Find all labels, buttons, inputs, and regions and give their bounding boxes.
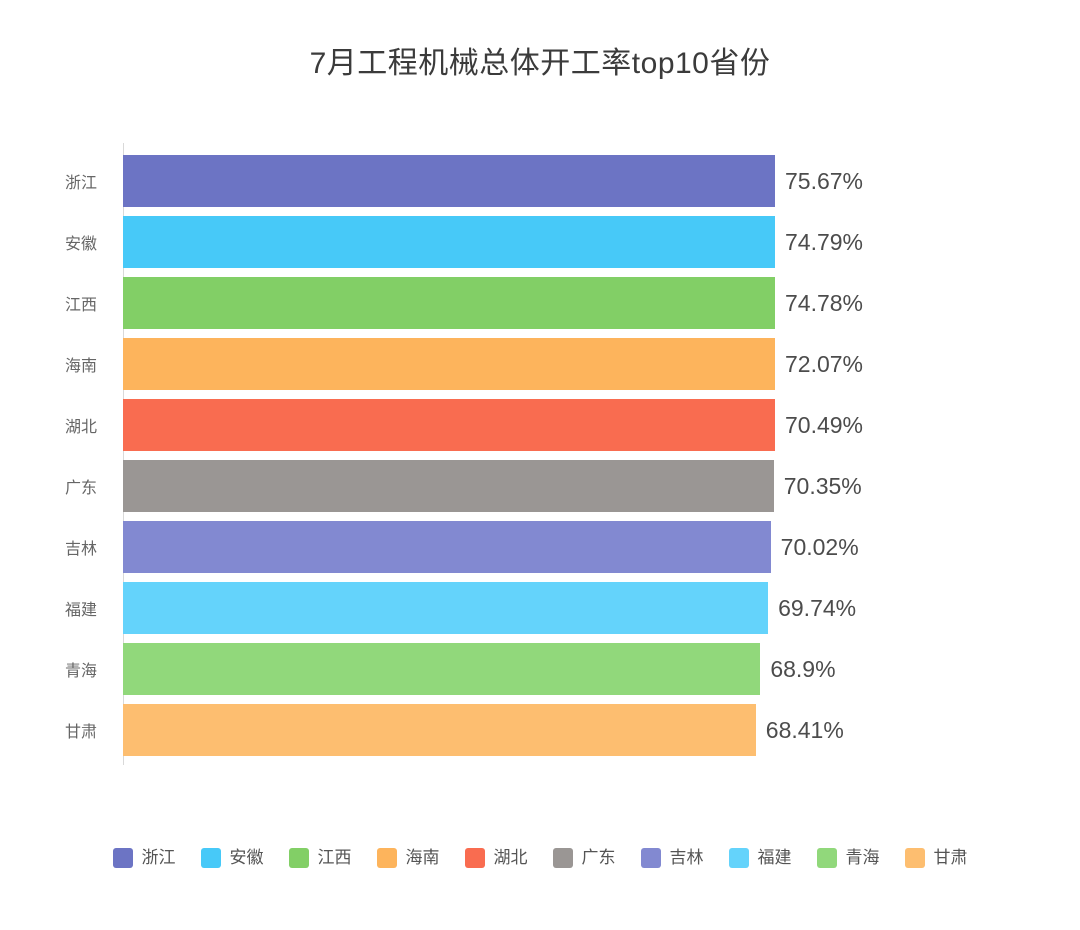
legend-swatch: [288, 848, 309, 868]
bar-track: 70.35%: [123, 460, 863, 512]
legend-item-广东[interactable]: 广东: [552, 848, 616, 868]
bar-row: 福建 69.74%: [0, 582, 1080, 634]
bar-chart-plot-area: 浙江 75.67% 安徽 74.79% 江西 74.78% 海南 72.07% 湖北 70.49%…: [0, 143, 1080, 765]
legend-item-青海[interactable]: 青海: [816, 848, 880, 868]
legend-label: 浙江: [141, 848, 176, 867]
bar-浙江[interactable]: [123, 155, 775, 207]
legend-label: 广东: [581, 848, 616, 867]
legend-label: 吉林: [669, 848, 704, 867]
category-label: 青海: [64, 663, 97, 680]
category-label: 广东: [64, 480, 97, 497]
chart-title: 7月工程机械总体开工率top10省份: [309, 47, 771, 80]
legend-swatch: [464, 848, 485, 868]
category-label: 甘肃: [64, 724, 97, 741]
chart-legend: 浙江 安徽 江西 海南 湖北 广东 吉林 福建 青海 甘肃: [0, 848, 1080, 868]
bar-track: 74.79%: [123, 216, 863, 268]
legend-label: 青海: [845, 848, 880, 867]
bar-track: 68.41%: [123, 704, 863, 756]
category-label: 浙江: [64, 175, 97, 192]
value-label: 74.79%: [784, 228, 863, 255]
bar-row: 青海 68.9%: [0, 643, 1080, 695]
legend-swatch: [112, 848, 133, 868]
legend-swatch: [640, 848, 661, 868]
legend-label: 海南: [405, 848, 440, 867]
bar-track: 72.07%: [123, 338, 863, 390]
legend-label: 江西: [317, 848, 352, 867]
bar-track: 70.49%: [123, 399, 863, 451]
bar-track: 75.67%: [123, 155, 863, 207]
category-label: 吉林: [64, 541, 97, 558]
bar-甘肃[interactable]: [123, 704, 756, 756]
legend-item-浙江[interactable]: 浙江: [112, 848, 176, 868]
bar-track: 70.02%: [123, 521, 863, 573]
category-label: 江西: [64, 297, 97, 314]
bar-安徽[interactable]: [123, 216, 775, 268]
legend-swatch: [816, 848, 837, 868]
value-label: 72.07%: [784, 350, 863, 377]
legend-swatch: [728, 848, 749, 868]
value-label: 68.41%: [765, 716, 844, 743]
category-label: 海南: [64, 358, 97, 375]
bar-row: 海南 72.07%: [0, 338, 1080, 390]
value-label: 68.9%: [770, 655, 836, 682]
bar-青海[interactable]: [123, 643, 761, 695]
value-label: 70.49%: [784, 411, 863, 438]
bar-track: 69.74%: [123, 582, 863, 634]
legend-item-海南[interactable]: 海南: [376, 848, 440, 868]
bar-row: 吉林 70.02%: [0, 521, 1080, 573]
value-label: 70.02%: [780, 533, 859, 560]
legend-item-湖北[interactable]: 湖北: [464, 848, 528, 868]
bar-湖北[interactable]: [123, 399, 775, 451]
bar-江西[interactable]: [123, 277, 775, 329]
bar-row: 浙江 75.67%: [0, 155, 1080, 207]
y-axis-line: [123, 143, 124, 765]
legend-swatch: [200, 848, 221, 868]
value-label: 75.67%: [784, 167, 863, 194]
legend-label: 甘肃: [933, 848, 968, 867]
value-label: 74.78%: [784, 289, 863, 316]
bar-row: 广东 70.35%: [0, 460, 1080, 512]
bar-row: 安徽 74.79%: [0, 216, 1080, 268]
bar-广东[interactable]: [123, 460, 774, 512]
legend-item-江西[interactable]: 江西: [288, 848, 352, 868]
value-label: 70.35%: [783, 472, 862, 499]
category-label: 福建: [64, 602, 97, 619]
bar-福建[interactable]: [123, 582, 769, 634]
legend-item-福建[interactable]: 福建: [728, 848, 792, 868]
legend-swatch: [904, 848, 925, 868]
legend-swatch: [552, 848, 573, 868]
category-label: 湖北: [64, 419, 97, 436]
bar-track: 68.9%: [123, 643, 863, 695]
legend-label: 福建: [757, 848, 792, 867]
legend-item-安徽[interactable]: 安徽: [200, 848, 264, 868]
bar-row: 湖北 70.49%: [0, 399, 1080, 451]
bar-row: 甘肃 68.41%: [0, 704, 1080, 756]
legend-label: 安徽: [229, 848, 264, 867]
value-label: 69.74%: [778, 594, 857, 621]
legend-item-吉林[interactable]: 吉林: [640, 848, 704, 868]
legend-swatch: [376, 848, 397, 868]
legend-item-甘肃[interactable]: 甘肃: [904, 848, 968, 868]
legend-label: 湖北: [493, 848, 528, 867]
bar-track: 74.78%: [123, 277, 863, 329]
bar-row: 江西 74.78%: [0, 277, 1080, 329]
category-label: 安徽: [64, 236, 97, 253]
bar-海南[interactable]: [123, 338, 775, 390]
bar-吉林[interactable]: [123, 521, 771, 573]
